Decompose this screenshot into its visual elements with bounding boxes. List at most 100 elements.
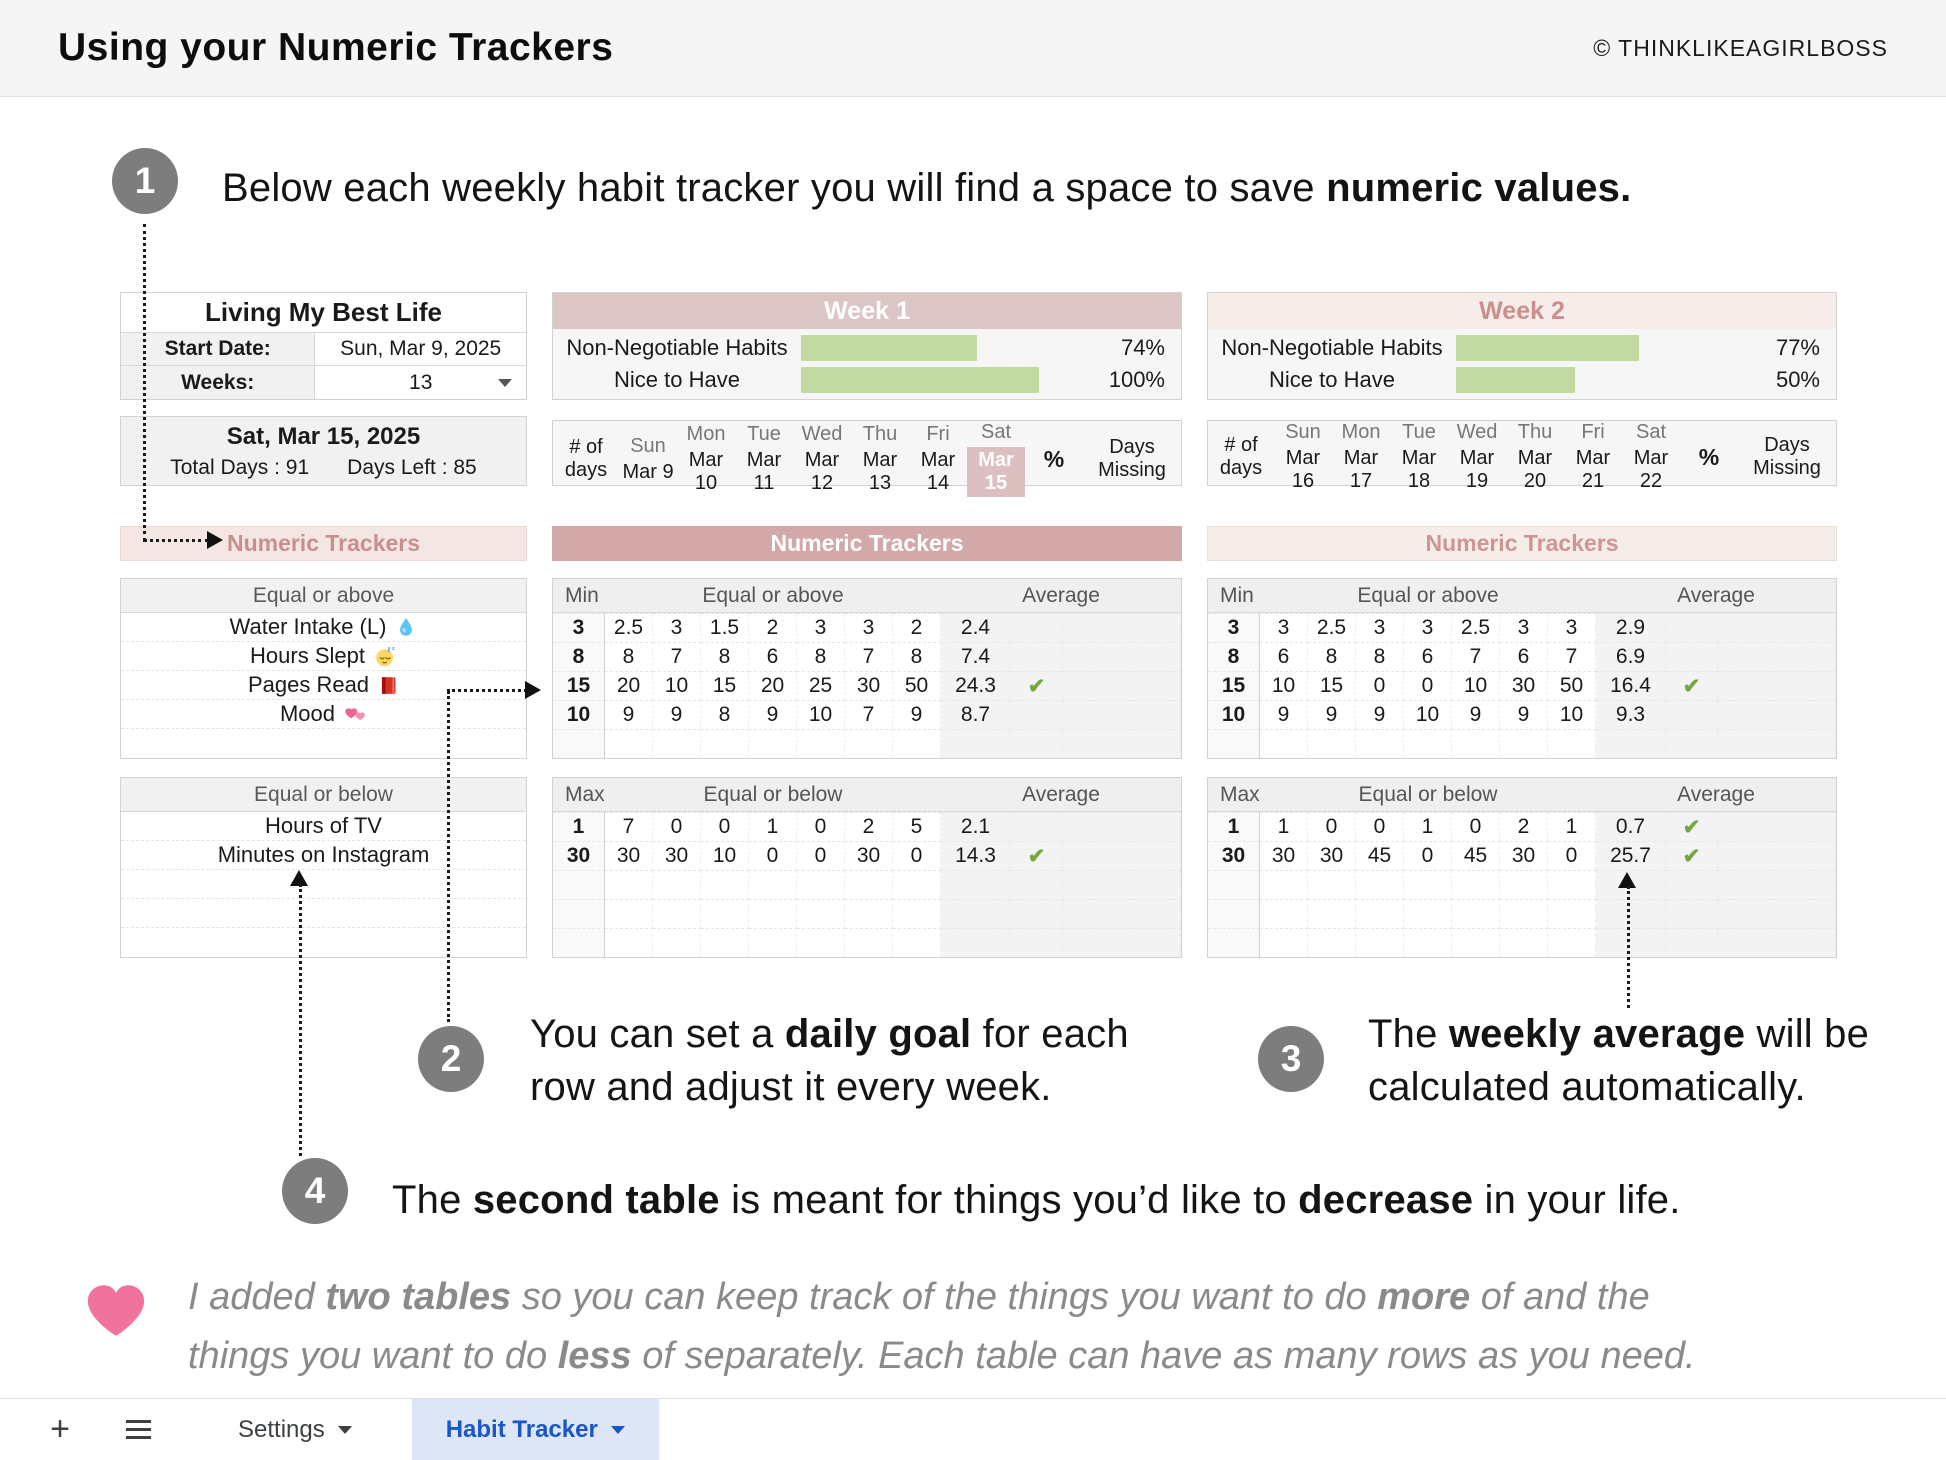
day-value-cell[interactable]: 1 <box>1404 812 1452 841</box>
day-value-cell[interactable]: 0 <box>1308 812 1356 841</box>
day-value-cell[interactable]: 0 <box>797 812 845 841</box>
day-value-cell[interactable]: 30 <box>1308 841 1356 870</box>
start-date-value[interactable]: Sun, Mar 9, 2025 <box>340 337 502 360</box>
tracker-name-cell[interactable]: Hours Slept z z <box>121 642 526 671</box>
day-value-cell[interactable]: 8 <box>893 642 941 671</box>
day-value-cell[interactable]: 25 <box>797 671 845 700</box>
day-value-cell[interactable] <box>845 899 893 928</box>
day-value-cell[interactable] <box>1500 928 1548 957</box>
day-value-cell[interactable]: 2 <box>1500 812 1548 841</box>
daily-goal-cell[interactable] <box>1208 870 1260 899</box>
day-value-cell[interactable] <box>1356 899 1404 928</box>
day-value-cell[interactable]: 3 <box>1404 613 1452 642</box>
day-value-cell[interactable] <box>701 899 749 928</box>
day-value-cell[interactable]: 9 <box>1452 700 1500 729</box>
day-value-cell[interactable] <box>653 928 701 957</box>
day-value-cell[interactable] <box>1260 870 1308 899</box>
daily-goal-cell[interactable] <box>553 928 605 957</box>
daily-goal-cell[interactable]: 15 <box>1208 671 1260 700</box>
daily-goal-cell[interactable]: 8 <box>553 642 605 671</box>
day-value-cell[interactable] <box>605 870 653 899</box>
daily-goal-cell[interactable] <box>553 870 605 899</box>
day-value-cell[interactable]: 10 <box>797 700 845 729</box>
day-value-cell[interactable] <box>701 729 749 758</box>
day-value-cell[interactable]: 3 <box>1548 613 1596 642</box>
day-value-cell[interactable]: 0 <box>1356 812 1404 841</box>
day-value-cell[interactable]: 8 <box>1308 642 1356 671</box>
day-value-cell[interactable] <box>1404 870 1452 899</box>
day-value-cell[interactable]: 20 <box>749 671 797 700</box>
day-value-cell[interactable] <box>1452 899 1500 928</box>
day-value-cell[interactable]: 8 <box>701 700 749 729</box>
day-value-cell[interactable] <box>605 928 653 957</box>
daily-goal-cell[interactable] <box>553 729 605 758</box>
day-value-cell[interactable]: 2 <box>845 812 893 841</box>
daily-goal-cell[interactable] <box>553 899 605 928</box>
day-value-cell[interactable] <box>1452 928 1500 957</box>
day-value-cell[interactable]: 3 <box>797 613 845 642</box>
add-sheet-button[interactable]: + <box>50 1410 70 1448</box>
day-value-cell[interactable] <box>893 729 941 758</box>
day-value-cell[interactable] <box>893 899 941 928</box>
day-value-cell[interactable]: 30 <box>1500 841 1548 870</box>
day-value-cell[interactable] <box>653 729 701 758</box>
day-value-cell[interactable]: 8 <box>797 642 845 671</box>
daily-goal-cell[interactable]: 30 <box>553 841 605 870</box>
day-value-cell[interactable] <box>1260 928 1308 957</box>
day-value-cell[interactable]: 30 <box>1260 841 1308 870</box>
daily-goal-cell[interactable]: 3 <box>553 613 605 642</box>
weeks-dropdown[interactable]: 13 <box>315 366 526 399</box>
day-value-cell[interactable]: 8 <box>605 642 653 671</box>
day-value-cell[interactable] <box>1548 899 1596 928</box>
day-value-cell[interactable] <box>653 899 701 928</box>
tracker-name-cell[interactable]: Minutes on Instagram <box>121 841 526 870</box>
tracker-name-cell[interactable]: Pages Read <box>121 671 526 700</box>
tab-habit-tracker[interactable]: Habit Tracker <box>411 1399 659 1460</box>
day-value-cell[interactable]: 7 <box>1452 642 1500 671</box>
day-value-cell[interactable] <box>605 729 653 758</box>
day-value-cell[interactable]: 7 <box>845 642 893 671</box>
tracker-name-cell[interactable] <box>121 899 526 928</box>
day-value-cell[interactable]: 30 <box>605 841 653 870</box>
day-value-cell[interactable] <box>845 928 893 957</box>
day-value-cell[interactable]: 30 <box>1500 671 1548 700</box>
daily-goal-cell[interactable]: 3 <box>1208 613 1260 642</box>
day-value-cell[interactable]: 6 <box>1500 642 1548 671</box>
day-value-cell[interactable] <box>1308 928 1356 957</box>
day-value-cell[interactable] <box>797 870 845 899</box>
day-value-cell[interactable]: 7 <box>653 642 701 671</box>
day-value-cell[interactable]: 10 <box>701 841 749 870</box>
day-value-cell[interactable] <box>1500 729 1548 758</box>
tracker-name-cell[interactable]: Hours of TV <box>121 812 526 841</box>
day-value-cell[interactable]: 2.5 <box>1452 613 1500 642</box>
all-sheets-menu-icon[interactable] <box>108 1399 168 1460</box>
day-value-cell[interactable] <box>1548 870 1596 899</box>
tab-settings[interactable]: Settings <box>204 1399 386 1460</box>
daily-goal-cell[interactable] <box>1208 928 1260 957</box>
day-value-cell[interactable] <box>1356 870 1404 899</box>
day-value-cell[interactable]: 2 <box>893 613 941 642</box>
day-value-cell[interactable] <box>701 928 749 957</box>
day-value-cell[interactable]: 0 <box>653 812 701 841</box>
day-value-cell[interactable] <box>1356 928 1404 957</box>
tracker-name-cell[interactable]: Mood <box>121 700 526 729</box>
daily-goal-cell[interactable] <box>1208 729 1260 758</box>
day-value-cell[interactable] <box>1452 870 1500 899</box>
day-value-cell[interactable]: 15 <box>1308 671 1356 700</box>
day-value-cell[interactable]: 10 <box>1404 700 1452 729</box>
day-value-cell[interactable]: 9 <box>605 700 653 729</box>
daily-goal-cell[interactable]: 30 <box>1208 841 1260 870</box>
day-value-cell[interactable]: 9 <box>893 700 941 729</box>
day-value-cell[interactable]: 3 <box>653 613 701 642</box>
day-value-cell[interactable]: 50 <box>1548 671 1596 700</box>
day-value-cell[interactable]: 0 <box>1404 671 1452 700</box>
day-value-cell[interactable] <box>653 870 701 899</box>
day-value-cell[interactable] <box>845 870 893 899</box>
day-value-cell[interactable] <box>1260 899 1308 928</box>
day-value-cell[interactable]: 9 <box>749 700 797 729</box>
day-value-cell[interactable]: 7 <box>1548 642 1596 671</box>
day-value-cell[interactable]: 10 <box>1452 671 1500 700</box>
day-value-cell[interactable] <box>797 928 845 957</box>
day-value-cell[interactable]: 15 <box>701 671 749 700</box>
day-value-cell[interactable] <box>1452 729 1500 758</box>
